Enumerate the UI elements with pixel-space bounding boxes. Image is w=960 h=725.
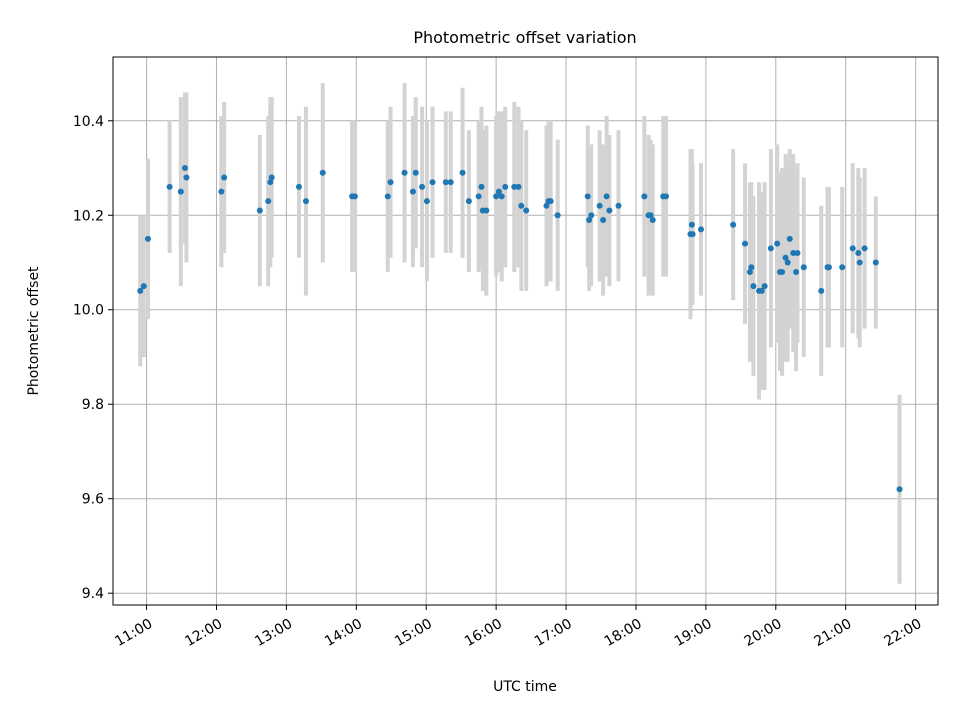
data-point <box>697 226 704 233</box>
data-point <box>742 240 749 247</box>
chart-title: Photometric offset variation <box>413 28 636 47</box>
data-point <box>818 287 825 294</box>
data-point <box>295 183 302 190</box>
y-tick-label: 9.8 <box>82 397 104 413</box>
data-point <box>483 207 490 214</box>
data-point <box>459 169 466 176</box>
data-point <box>423 198 430 205</box>
data-point <box>663 193 670 200</box>
data-point <box>793 268 800 275</box>
data-point <box>265 198 272 205</box>
data-point <box>774 240 781 247</box>
data-point <box>794 250 801 257</box>
y-axis-ticks: 9.4 9.6 9.8 10.0 10.2 10.4 <box>73 114 113 602</box>
data-point <box>177 188 184 195</box>
data-point <box>319 169 326 176</box>
data-point <box>511 183 518 190</box>
data-point <box>475 193 482 200</box>
y-tick-label: 9.4 <box>82 586 104 602</box>
data-point <box>547 198 554 205</box>
data-point <box>351 193 358 200</box>
data-point <box>412 169 419 176</box>
data-point <box>825 264 832 271</box>
data-point <box>419 183 426 190</box>
data-point <box>182 165 189 172</box>
x-axis-label: UTC time <box>493 679 557 695</box>
data-point <box>855 250 862 257</box>
data-point <box>839 264 846 271</box>
data-point <box>649 216 656 223</box>
data-point <box>856 259 863 266</box>
data-point <box>221 174 228 181</box>
data-point <box>767 245 774 252</box>
y-axis-label: Photometric offset <box>26 266 42 396</box>
data-point <box>137 287 144 294</box>
data-point <box>447 179 454 186</box>
data-point <box>465 198 472 205</box>
data-point <box>603 193 610 200</box>
data-point <box>302 198 309 205</box>
data-point <box>144 235 151 242</box>
plot-frame <box>112 56 939 606</box>
data-point <box>218 188 225 195</box>
data-point <box>268 174 275 181</box>
data-point <box>750 283 757 290</box>
data-point <box>543 202 550 209</box>
data-point <box>256 207 263 214</box>
data-point <box>790 250 797 257</box>
data-point <box>518 202 525 209</box>
data-point <box>849 245 856 252</box>
data-point <box>779 268 786 275</box>
data-point <box>588 212 595 219</box>
data-point <box>140 283 147 290</box>
data-point <box>478 183 485 190</box>
data-point <box>401 169 408 176</box>
data-point <box>758 287 765 294</box>
data-point <box>615 202 622 209</box>
data-point <box>600 216 607 223</box>
data-point <box>730 221 737 228</box>
data-point <box>761 283 768 290</box>
data-point <box>523 207 530 214</box>
data-point <box>896 486 903 493</box>
data-point <box>498 193 505 200</box>
y-tick-label: 10.4 <box>73 114 104 130</box>
data-point <box>387 179 394 186</box>
data-point <box>748 264 755 271</box>
data-point <box>429 179 436 186</box>
data-point <box>861 245 868 252</box>
data-point <box>267 179 274 186</box>
data-point <box>746 268 753 275</box>
data-point <box>166 183 173 190</box>
data-point <box>689 231 696 238</box>
data-point <box>800 264 807 271</box>
data-point <box>502 183 509 190</box>
y-tick-label: 9.6 <box>82 492 104 508</box>
data-point <box>442 179 449 186</box>
data-point <box>641 193 648 200</box>
data-point <box>647 212 654 219</box>
data-points <box>137 165 903 493</box>
data-point <box>515 183 522 190</box>
data-point <box>493 193 500 200</box>
data-point <box>786 235 793 242</box>
data-point <box>586 216 593 223</box>
data-point <box>688 221 695 228</box>
data-point <box>784 259 791 266</box>
data-point <box>183 174 190 181</box>
data-point <box>872 259 879 266</box>
data-point <box>409 188 416 195</box>
data-point <box>384 193 391 200</box>
data-point <box>554 212 561 219</box>
y-tick-label: 10.2 <box>73 208 104 224</box>
data-point <box>495 188 502 195</box>
data-point <box>596 202 603 209</box>
data-point <box>782 254 789 261</box>
data-point <box>584 193 591 200</box>
data-point <box>606 207 613 214</box>
y-tick-label: 10.0 <box>73 303 104 319</box>
